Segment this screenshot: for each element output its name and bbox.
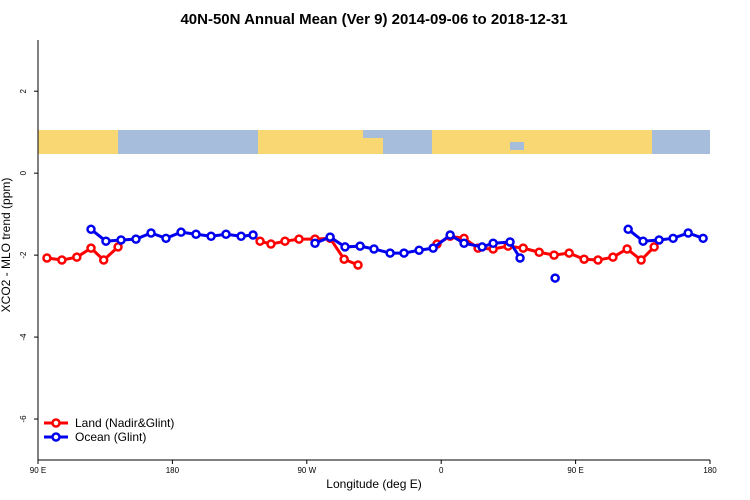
data-point <box>353 260 363 270</box>
data-point <box>340 242 350 252</box>
data-point <box>131 234 141 244</box>
data-point <box>654 235 664 245</box>
data-point <box>488 238 498 248</box>
data-point <box>339 254 349 264</box>
data-point <box>146 228 156 238</box>
data-point <box>623 224 633 235</box>
data-point <box>176 227 186 237</box>
data-point <box>355 241 365 251</box>
data-point <box>72 252 82 262</box>
data-point <box>668 233 678 244</box>
data-point <box>593 255 603 265</box>
x-tick-label: 90 E <box>567 466 583 475</box>
y-tick-label: -6 <box>19 415 28 423</box>
data-point <box>698 233 708 244</box>
map-land <box>38 130 118 154</box>
data-point <box>683 228 693 238</box>
data-point <box>325 232 335 242</box>
data-point <box>98 255 109 265</box>
data-point <box>515 253 525 263</box>
data-point <box>622 244 632 254</box>
data-point <box>459 238 469 248</box>
x-tick-label: 90 W <box>297 466 316 475</box>
map-land <box>432 130 652 154</box>
data-point <box>579 254 589 264</box>
data-point <box>206 231 216 242</box>
data-point <box>266 239 276 249</box>
x-tick-label: 0 <box>439 466 444 475</box>
data-point <box>534 247 544 258</box>
data-point <box>608 252 618 262</box>
data-point <box>505 237 515 247</box>
data-point <box>57 255 67 265</box>
data-point <box>477 242 487 252</box>
data-point <box>636 255 646 265</box>
data-point <box>445 230 455 240</box>
data-point <box>280 236 290 246</box>
data-point <box>549 250 559 260</box>
x-axis-label: Longitude (deg E) <box>326 477 421 491</box>
data-point <box>161 233 171 244</box>
x-tick-label: 180 <box>703 466 717 475</box>
y-tick-label: -4 <box>19 333 28 341</box>
data-point <box>369 244 379 254</box>
data-point <box>221 229 231 239</box>
data-point <box>86 243 96 253</box>
data-point <box>255 236 265 246</box>
data-point <box>414 245 424 255</box>
data-point <box>649 242 659 252</box>
data-point <box>564 248 574 258</box>
y-tick-label: 0 <box>19 170 28 175</box>
legend-label: Land (Nadir&Glint) <box>75 416 174 430</box>
data-point <box>518 243 528 253</box>
x-tick-label: 90 E <box>30 466 46 475</box>
map-strip <box>38 130 710 154</box>
data-point <box>191 229 201 239</box>
data-point <box>101 236 111 246</box>
y-axis-label: XCO2 - MLO trend (ppm) <box>0 178 13 313</box>
data-point <box>638 236 648 246</box>
data-point <box>86 224 96 235</box>
data-point <box>550 273 560 283</box>
legend-marker <box>51 432 61 442</box>
data-point <box>248 230 258 240</box>
data-point <box>385 248 395 258</box>
chart-title: 40N-50N Annual Mean (Ver 9) 2014-09-06 t… <box>180 11 567 28</box>
data-point <box>236 231 246 242</box>
data-point <box>399 248 409 258</box>
y-tick-label: -2 <box>19 251 28 259</box>
legend-marker <box>51 418 61 428</box>
data-point <box>42 253 52 263</box>
data-point <box>310 238 320 248</box>
data-point <box>116 235 126 245</box>
data-point <box>428 243 438 253</box>
x-tick-label: 180 <box>166 466 180 475</box>
legend-label: Ocean (Glint) <box>75 430 146 444</box>
y-tick-label: 2 <box>19 88 28 93</box>
map-land <box>258 130 363 154</box>
data-point <box>294 234 304 244</box>
map-water <box>510 142 524 150</box>
map-land <box>363 138 383 154</box>
